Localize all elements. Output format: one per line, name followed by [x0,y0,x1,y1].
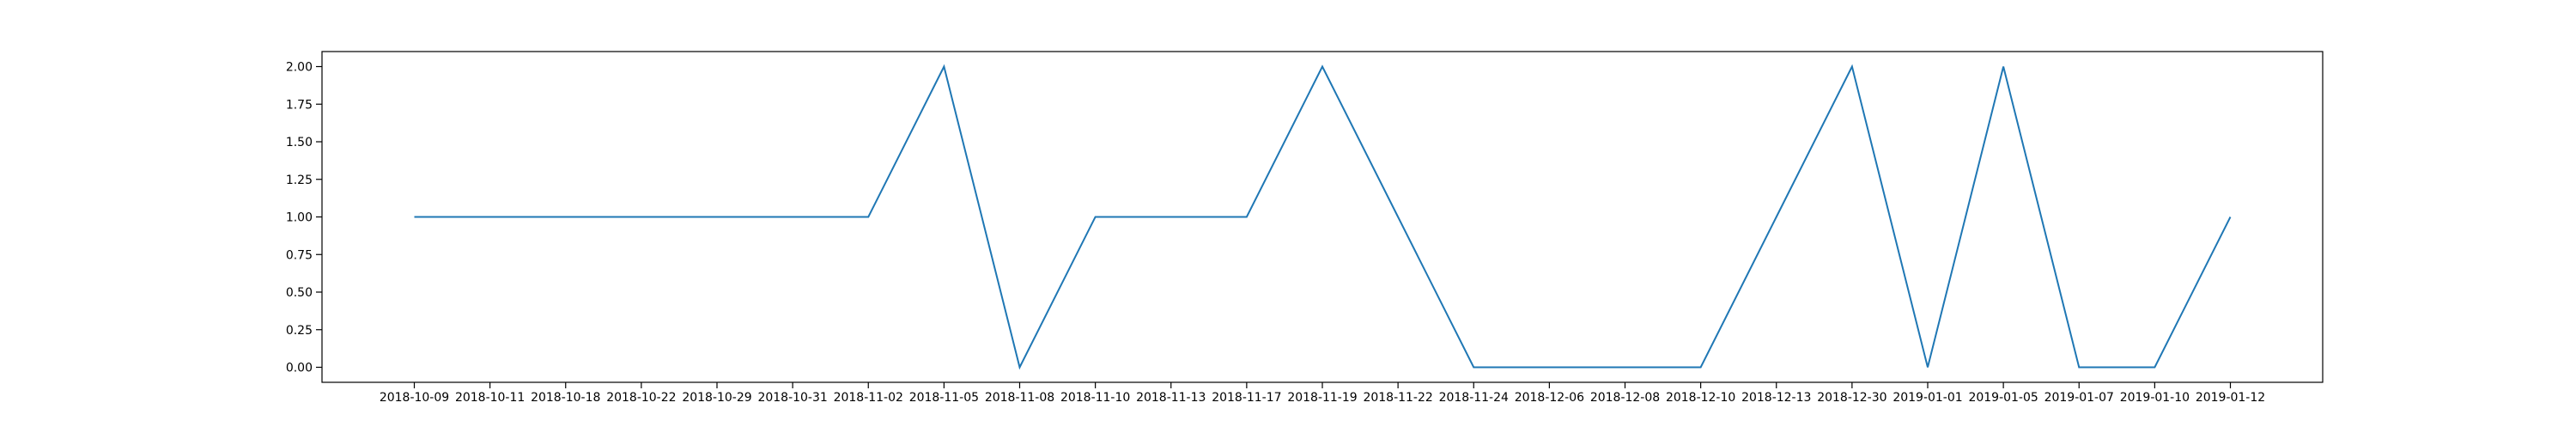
data-point [1018,366,1022,369]
y-tick-label: 2.00 [286,61,313,75]
x-tick-label: 2018-12-10 [1666,391,1735,405]
y-tick-label: 1.50 [286,136,313,149]
data-point [2153,366,2156,369]
data-point [1926,366,1929,369]
data-point [715,216,719,219]
y-tick-label: 0.00 [286,362,313,375]
y-tick-label: 0.50 [286,286,313,300]
y-tick-label: 1.00 [286,211,313,225]
data-point [2077,366,2081,369]
data-point [1245,216,1249,219]
x-tick-label: 2019-01-05 [1968,391,2038,405]
y-tick-label: 0.25 [286,324,313,338]
x-tick-label: 2018-11-17 [1212,391,1281,405]
y-tick-label: 1.75 [286,98,313,112]
data-point [1170,216,1173,219]
x-tick-label: 2018-11-08 [985,391,1054,405]
plot-frame [321,51,2324,383]
x-tick-label: 2018-11-05 [909,391,979,405]
data-point [1624,366,1627,369]
data-point [413,216,416,219]
data-point [2002,65,2005,69]
x-tick-label: 2018-11-22 [1363,391,1432,405]
data-point [564,216,568,219]
data-point [1094,216,1097,219]
x-tick-label: 2018-10-29 [682,391,751,405]
data-point [791,216,794,219]
data-point [1321,65,1324,69]
x-tick-label: 2018-11-19 [1287,391,1357,405]
x-tick-label: 2018-12-13 [1741,391,1811,405]
x-tick-label: 2018-12-06 [1515,391,1584,405]
x-tick-label: 2018-12-30 [1817,391,1886,405]
data-point [640,216,643,219]
x-tick-label: 2019-01-01 [1893,391,1962,405]
series-line [414,64,2232,370]
x-tick-label: 2019-01-12 [2196,391,2265,405]
x-tick-label: 2018-10-18 [531,391,600,405]
data-point [942,65,945,69]
x-tick-label: 2018-10-31 [757,391,827,405]
data-point [1699,366,1703,369]
x-tick-label: 2018-11-10 [1060,391,1130,405]
x-tick-label: 2019-01-10 [2120,391,2190,405]
data-point [1850,65,1854,69]
data-point [866,216,870,219]
y-tick-label: 0.75 [286,248,313,262]
data-point [489,216,492,219]
x-tick-label: 2018-12-08 [1590,391,1660,405]
x-tick-label: 2018-10-09 [380,391,449,405]
data-point [2229,216,2233,219]
x-tick-label: 2018-11-13 [1136,391,1206,405]
x-tick-label: 2018-11-02 [834,391,903,405]
data-point [1396,216,1400,219]
x-tick-label: 2018-10-22 [606,391,676,405]
data-point [1547,366,1551,369]
x-tick-label: 2018-10-11 [455,391,525,405]
data-point [1472,366,1475,369]
y-tick-label: 1.25 [286,174,313,187]
x-tick-label: 2018-11-24 [1439,391,1509,405]
x-tick-label: 2019-01-07 [2044,391,2114,405]
plot-layer: 0.00 0.25 0.50 0.75 1.00 1.25 1.50 1.75 2.00 2018… [286,51,2324,405]
data-point [1775,216,1778,219]
